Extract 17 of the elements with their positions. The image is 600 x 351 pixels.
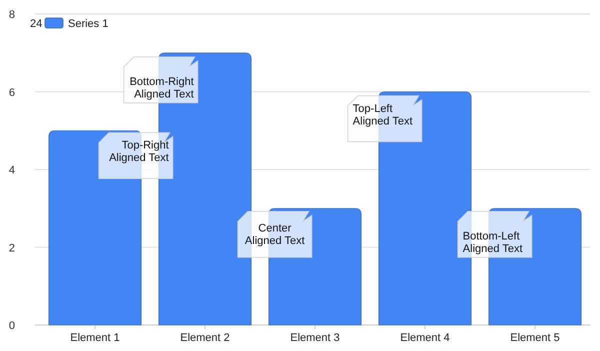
x-tick-label: Element 4 <box>400 332 450 344</box>
y-tick-label: 2 <box>8 242 15 254</box>
annotation: Top-Left Aligned Text <box>352 102 413 128</box>
y-tick-label: 6 <box>8 86 15 99</box>
legend-title: 24 <box>30 18 42 30</box>
y-tick-label: 4 <box>8 164 15 176</box>
x-tick-label: Element 3 <box>290 332 340 344</box>
annotation: Bottom-Left Aligned Text <box>462 230 523 255</box>
annotation: Bottom-Right Aligned Text <box>130 76 194 100</box>
annotation: Top-Right Aligned Text <box>109 140 169 164</box>
legend-label: Series 1 <box>68 18 108 30</box>
x-tick-label: Element 2 <box>180 332 230 344</box>
annotation: Center Aligned Text <box>244 222 305 247</box>
x-tick-label: Element 1 <box>70 332 120 344</box>
y-tick-label: 8 <box>8 9 15 21</box>
y-tick-label: 0 <box>8 320 15 332</box>
x-tick-label: Element 5 <box>510 332 560 344</box>
